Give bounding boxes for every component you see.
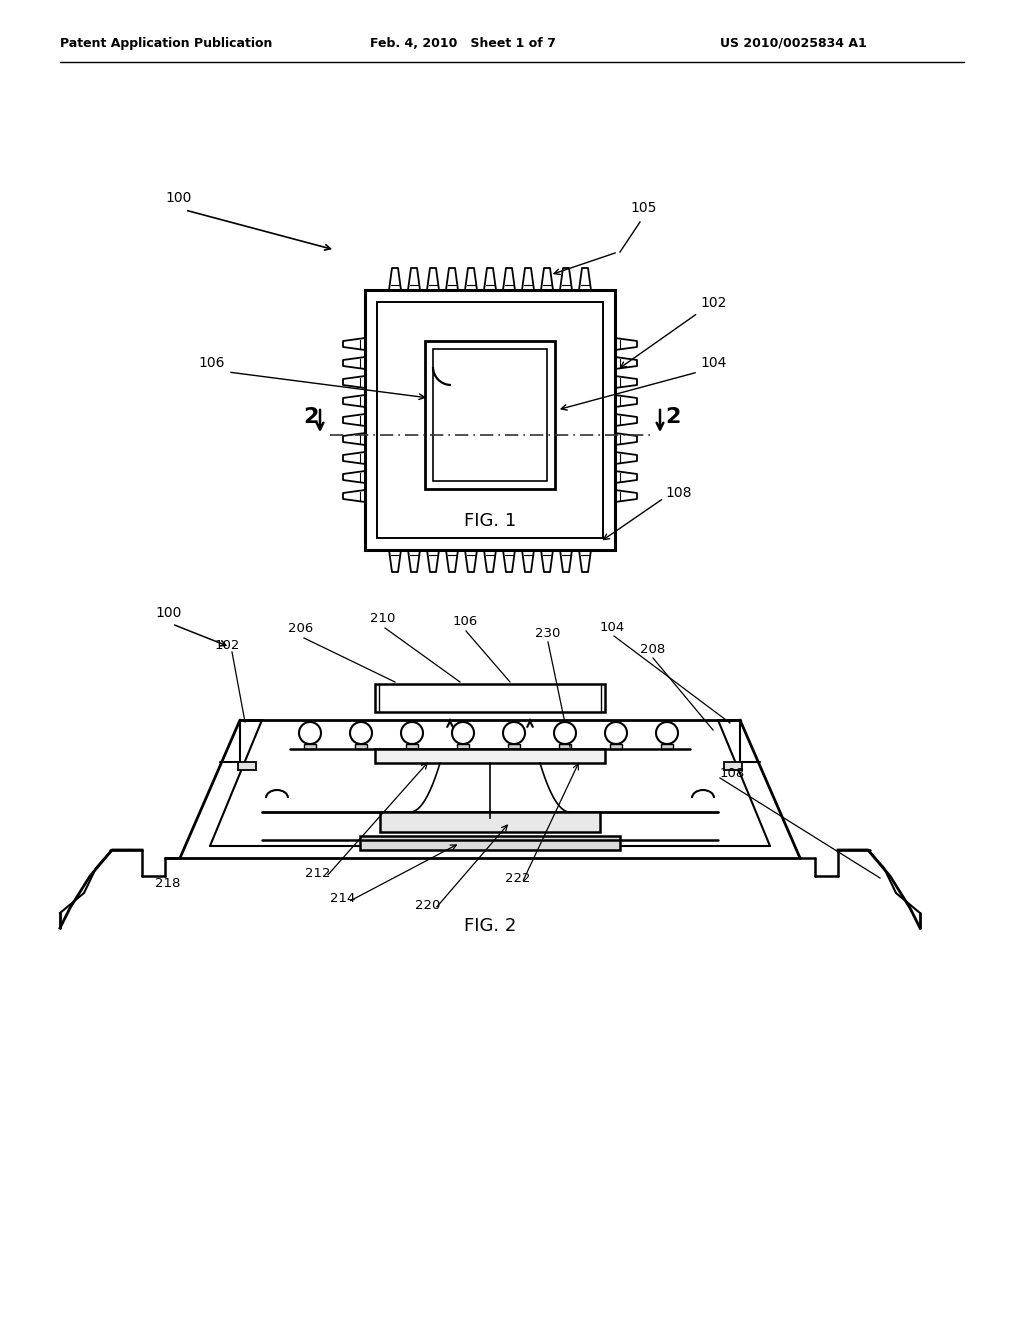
Text: 106: 106 <box>198 356 224 370</box>
Text: 100: 100 <box>155 606 181 620</box>
Bar <box>365 290 615 550</box>
Circle shape <box>452 722 474 744</box>
Text: 222: 222 <box>505 873 530 884</box>
Text: Patent Application Publication: Patent Application Publication <box>60 37 272 50</box>
Circle shape <box>656 722 678 744</box>
Bar <box>375 684 605 711</box>
Text: 220: 220 <box>415 899 440 912</box>
Text: 102: 102 <box>700 296 726 310</box>
Text: FIG. 1: FIG. 1 <box>464 512 516 531</box>
Text: 206: 206 <box>288 622 313 635</box>
Text: FIG. 2: FIG. 2 <box>464 917 516 935</box>
Text: 102: 102 <box>215 639 241 652</box>
Circle shape <box>350 722 372 744</box>
Bar <box>377 302 603 539</box>
Text: 108: 108 <box>665 486 691 500</box>
Circle shape <box>605 722 627 744</box>
Text: 105: 105 <box>630 201 656 215</box>
Bar <box>508 744 520 748</box>
Bar <box>355 744 367 748</box>
Text: 104: 104 <box>700 356 726 370</box>
Circle shape <box>401 722 423 744</box>
Text: 218: 218 <box>155 876 180 890</box>
Text: 230: 230 <box>535 627 560 640</box>
Bar <box>457 744 469 748</box>
Bar <box>559 744 571 748</box>
Bar <box>380 812 600 832</box>
Bar <box>662 744 673 748</box>
Bar <box>238 762 256 770</box>
Bar <box>724 762 742 770</box>
Text: US 2010/0025834 A1: US 2010/0025834 A1 <box>720 37 866 50</box>
Text: 100: 100 <box>165 191 191 205</box>
Circle shape <box>503 722 525 744</box>
Text: 2: 2 <box>303 407 318 426</box>
Bar <box>360 836 620 850</box>
Bar <box>425 341 555 488</box>
Text: Feb. 4, 2010   Sheet 1 of 7: Feb. 4, 2010 Sheet 1 of 7 <box>370 37 556 50</box>
Text: 108: 108 <box>720 767 745 780</box>
Text: 210: 210 <box>370 612 395 624</box>
Text: 106: 106 <box>453 615 478 628</box>
Text: 104: 104 <box>600 620 626 634</box>
Text: 2: 2 <box>665 407 680 426</box>
Text: 212: 212 <box>305 867 331 880</box>
Text: 208: 208 <box>640 643 666 656</box>
Bar <box>610 744 622 748</box>
Bar <box>406 744 418 748</box>
Text: 214: 214 <box>330 892 355 906</box>
Bar <box>433 348 547 480</box>
Circle shape <box>299 722 321 744</box>
Bar <box>304 744 316 748</box>
Circle shape <box>554 722 575 744</box>
Bar <box>375 748 605 763</box>
